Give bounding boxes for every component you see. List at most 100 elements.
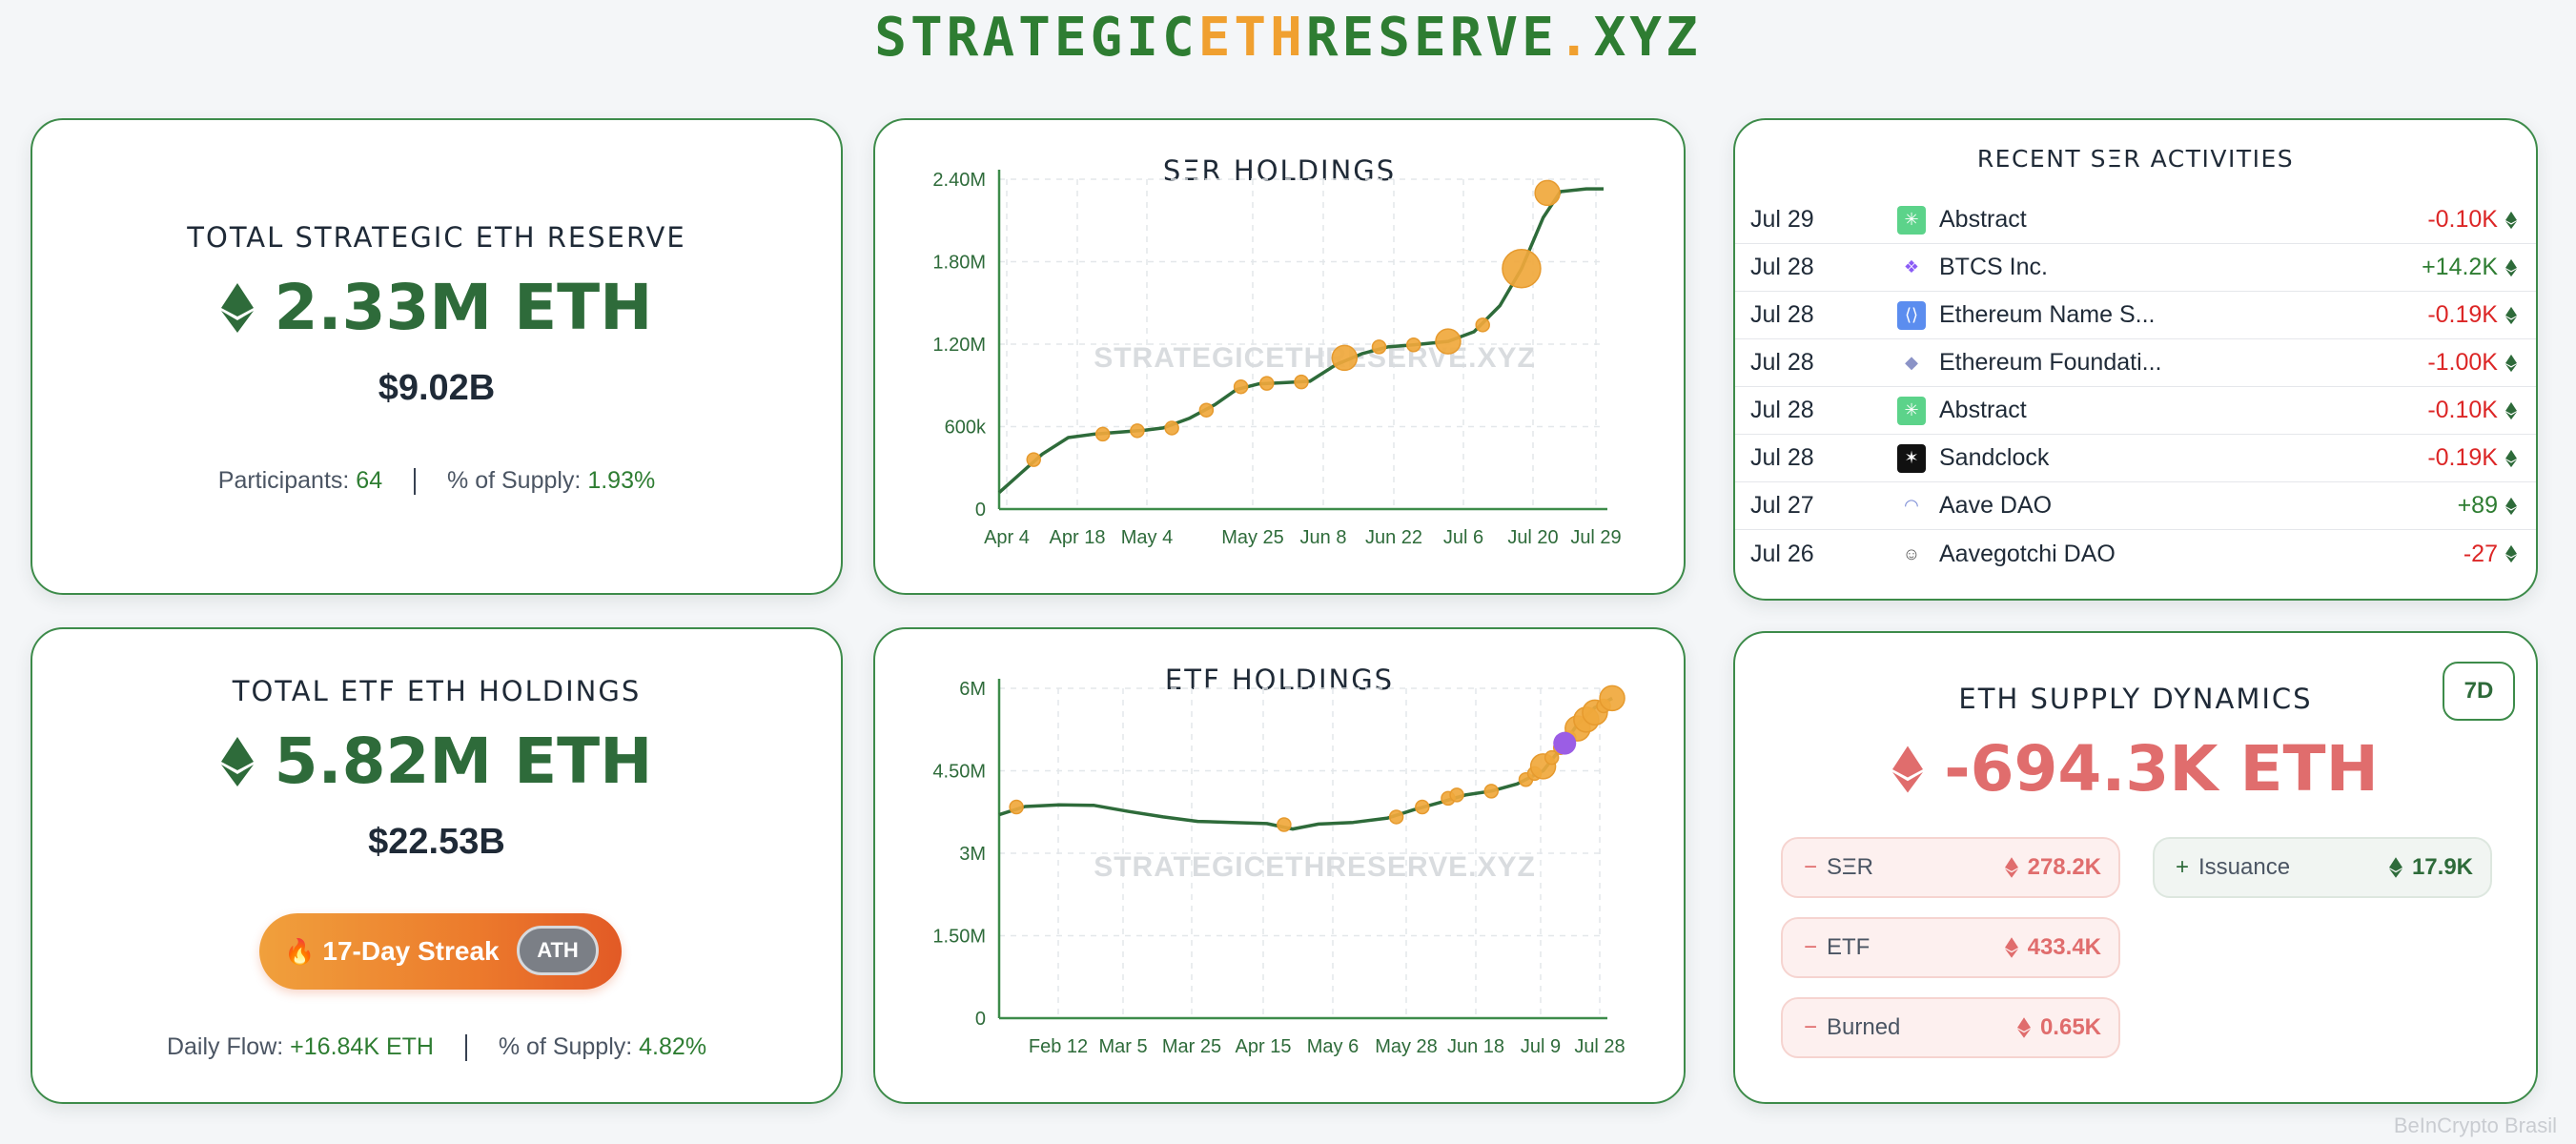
reserve-card: TOTAL STRATEGIC ETH RESERVE 2.33M ETH $9…	[31, 118, 843, 595]
data-point[interactable]	[1026, 452, 1041, 467]
x-tick-label: May 28	[1375, 1036, 1438, 1057]
activity-name: Ethereum Name S...	[1939, 301, 2156, 328]
activity-row[interactable]: Jul 28 ◆ Ethereum Foundati... -1.00K	[1735, 339, 2536, 387]
activity-amount-value: -0.10K	[2427, 397, 2498, 423]
data-point[interactable]	[1534, 179, 1561, 207]
x-tick-label: Jun 18	[1447, 1036, 1504, 1057]
activity-amount: -0.10K	[2427, 206, 2517, 234]
supply-item: − ETF 433.4K	[1781, 917, 2120, 978]
data-point[interactable]	[1415, 799, 1430, 815]
y-tick-label: 1.50M	[932, 927, 986, 948]
site-title-part: XYZ	[1593, 7, 1702, 69]
eth-icon	[220, 282, 254, 333]
x-tick-label: Mar 25	[1162, 1036, 1221, 1057]
activity-amount: -0.19K	[2427, 444, 2517, 472]
activity-amount: -27	[2464, 541, 2517, 568]
streak-label: 17-Day Streak	[322, 936, 500, 966]
etf-holdings-chart: 0 1.50M 3M 4.50M 6M Feb 12 Mar 5 Mar 25 Apr 15 Ma…	[932, 679, 1625, 1057]
supply-item-amount: 0.65K	[2039, 1014, 2101, 1040]
x-tick-label: Jul 9	[1521, 1036, 1561, 1057]
activity-date: Jul 28	[1750, 301, 1814, 328]
supply-item-sign: −	[1804, 854, 1818, 880]
flow-value: +16.84K ETH	[290, 1033, 434, 1060]
reserve-value-row: 2.33M ETH	[32, 271, 841, 344]
etf-value: 5.82M ETH	[274, 725, 653, 798]
activity-name: Abstract	[1939, 206, 2027, 233]
x-tick-label: Feb 12	[1029, 1036, 1088, 1057]
data-point[interactable]	[1449, 787, 1464, 803]
data-point[interactable]	[1599, 684, 1625, 712]
etf-value-row: 5.82M ETH	[32, 725, 841, 798]
abstract-icon: ✳	[1897, 396, 1926, 425]
activity-row[interactable]: Jul 26 ☺ Aavegotchi DAO -27	[1735, 530, 2536, 578]
data-point[interactable]	[1405, 337, 1421, 353]
data-point[interactable]	[1198, 402, 1215, 418]
site-title-part: ETH	[1197, 7, 1306, 69]
range-7d-button[interactable]: 7D	[2443, 662, 2515, 721]
activity-row[interactable]: Jul 28 ❖ BTCS Inc. +14.2K	[1735, 244, 2536, 292]
data-point[interactable]	[1371, 339, 1387, 355]
highlight-point[interactable]	[1553, 731, 1577, 755]
data-point[interactable]	[1331, 344, 1359, 372]
supply-item-label: − ETF	[1804, 934, 1870, 961]
streak-button[interactable]: 🔥 17-Day Streak ATH	[259, 913, 622, 990]
data-point[interactable]	[1435, 328, 1462, 355]
data-point[interactable]	[1483, 784, 1500, 799]
data-point[interactable]	[1233, 378, 1249, 395]
x-tick-label: Jun 8	[1300, 527, 1347, 548]
activity-date: Jul 26	[1750, 540, 1814, 567]
eth-icon	[1892, 746, 1924, 792]
chart-watermark: STRATEGICETHRESERVE.XYZ	[1094, 342, 1536, 374]
btcs-icon: ❖	[1897, 253, 1926, 282]
activity-row[interactable]: Jul 29 ✳ Abstract -0.10K	[1735, 196, 2536, 244]
eth-icon	[2016, 1017, 2031, 1038]
series-line	[998, 696, 1613, 831]
eth-icon	[2505, 544, 2517, 563]
y-tick-label: 2.40M	[932, 170, 986, 191]
activity-row[interactable]: Jul 27 ◠ Aave DAO +89	[1735, 482, 2536, 530]
supply-item-name: Issuance	[2198, 854, 2291, 880]
data-point[interactable]	[1094, 426, 1111, 442]
data-point[interactable]	[1164, 420, 1179, 436]
eth-icon	[2505, 211, 2517, 229]
data-point[interactable]	[1502, 248, 1542, 289]
activity-amount-value: -0.19K	[2427, 301, 2498, 328]
activity-row[interactable]: Jul 28 ✳ Abstract -0.10K	[1735, 387, 2536, 435]
supply-item-sign: +	[2176, 854, 2190, 880]
supply-label: % of Supply:	[447, 467, 582, 494]
data-point[interactable]	[1277, 817, 1292, 832]
supply-value-row: -694.3K ETH	[1735, 732, 2536, 806]
supply-item-name: ETF	[1827, 934, 1871, 960]
supply-title: ETH SUPPLY DYNAMICS	[1958, 683, 2313, 715]
supply-item-value: 433.4K	[2004, 934, 2101, 961]
eth-icon	[2505, 354, 2517, 372]
eth-icon	[2004, 937, 2018, 958]
activity-amount-value: +14.2K	[2422, 254, 2498, 280]
data-point[interactable]	[1388, 809, 1404, 825]
data-point[interactable]	[1544, 749, 1560, 766]
sandclock-icon: ✶	[1897, 443, 1926, 473]
data-point[interactable]	[1130, 423, 1145, 439]
activity-date: Jul 28	[1750, 349, 1814, 376]
data-point[interactable]	[1009, 799, 1024, 815]
data-point[interactable]	[1259, 376, 1275, 391]
ser-chart-title: SΞR HOLDINGS	[1162, 154, 1397, 187]
activity-amount-value: -0.19K	[2427, 444, 2498, 471]
site-title-part: RESERVE	[1305, 7, 1558, 69]
x-tick-label: Jul 28	[1574, 1036, 1625, 1057]
eth-icon	[220, 736, 254, 786]
activity-row[interactable]: Jul 28 ✶ Sandclock -0.19K	[1735, 435, 2536, 482]
eth-icon	[2505, 306, 2517, 324]
activity-name: BTCS Inc.	[1939, 254, 2048, 280]
site-title: STRATEGICETHRESERVE.XYZ	[0, 8, 2576, 69]
abstract-icon: ✳	[1897, 205, 1926, 235]
eth-icon	[2505, 449, 2517, 467]
series-line	[997, 187, 1604, 495]
y-tick-label: 1.80M	[932, 253, 986, 274]
data-point[interactable]	[1475, 317, 1490, 333]
activity-row[interactable]: Jul 28 ⟨⟩ Ethereum Name S... -0.19K	[1735, 292, 2536, 339]
reserve-meta: Participants: 64 % of Supply: 1.93%	[32, 467, 841, 496]
supply-value: 1.93%	[587, 467, 656, 494]
data-point[interactable]	[1294, 374, 1309, 390]
etf-holdings-card: ETF HOLDINGS 0 1.50M 3M 4.50M 6M Feb 12 Mar 5 M…	[873, 627, 1686, 1104]
